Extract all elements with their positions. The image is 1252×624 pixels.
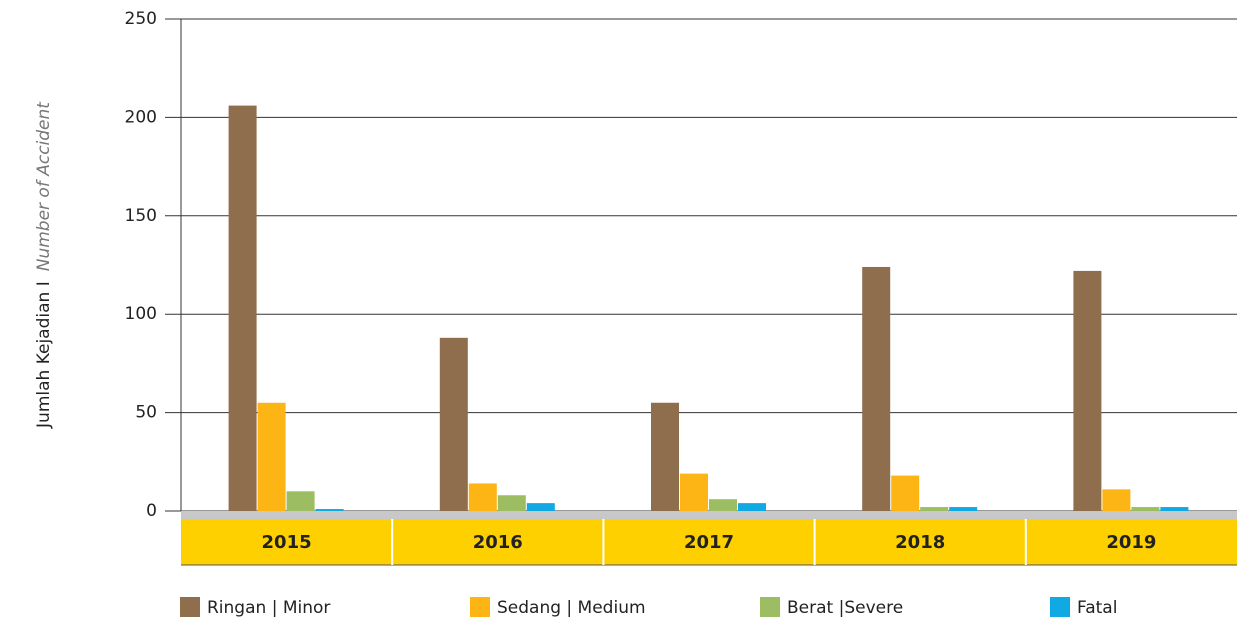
bar [680, 473, 708, 511]
bar [315, 509, 344, 511]
axis-band [181, 511, 1237, 519]
y-tick-label: 50 [135, 403, 157, 423]
bar [738, 503, 766, 511]
legend-swatch [180, 597, 200, 617]
legend-label: Berat |Severe [787, 598, 903, 618]
x-tick-label: 2015 [262, 532, 312, 553]
bar [949, 507, 978, 511]
y-tick-label: 0 [146, 501, 157, 521]
bar [1131, 507, 1160, 511]
legend-label: Fatal [1077, 598, 1117, 618]
bar [920, 507, 949, 511]
bar [862, 266, 891, 511]
x-tick-label: 2017 [684, 532, 734, 553]
x-tick-label: 2019 [1106, 532, 1156, 553]
bar [228, 105, 257, 511]
bar [286, 491, 315, 511]
x-tick-label: 2018 [895, 532, 945, 553]
bar [1102, 489, 1131, 511]
legend-label: Ringan | Minor [207, 598, 330, 618]
y-tick-label: 150 [125, 206, 157, 226]
y-label-italic: Number of Accident [34, 101, 54, 272]
legend-swatch [1050, 597, 1070, 617]
y-axis-label: Jumlah Kejadian I Number of Accident [34, 101, 54, 429]
bar [1160, 507, 1189, 511]
legend-label: Sedang | Medium [497, 598, 646, 618]
bar [891, 475, 920, 511]
bar [526, 503, 555, 511]
y-tick-label: 250 [125, 9, 157, 29]
bar [1073, 270, 1102, 511]
y-tick-label: 100 [125, 304, 157, 324]
legend-swatch [470, 597, 490, 617]
category-band [181, 519, 1237, 565]
y-tick-label: 200 [125, 107, 157, 127]
bar [651, 402, 679, 511]
x-tick-label: 2016 [473, 532, 523, 553]
legend-swatch [760, 597, 780, 617]
bar [709, 499, 737, 511]
bar [468, 483, 497, 511]
bar [439, 337, 468, 511]
bar [497, 495, 526, 511]
bar [257, 402, 286, 511]
y-label-main: Jumlah Kejadian I [34, 281, 54, 429]
